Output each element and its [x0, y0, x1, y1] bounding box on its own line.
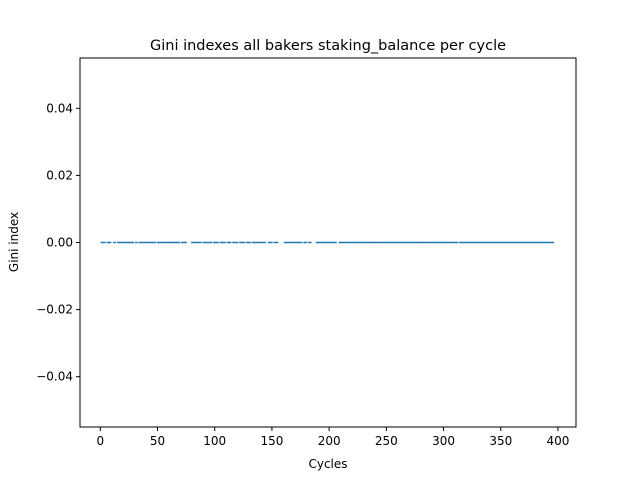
x-tick-label: 200 [318, 434, 341, 448]
x-tick-label: 300 [432, 434, 455, 448]
x-tick-label: 400 [547, 434, 570, 448]
x-tick-label: 100 [203, 434, 226, 448]
x-tick-label: 350 [489, 434, 512, 448]
y-tick-label: 0.04 [46, 101, 73, 115]
chart-title: Gini indexes all bakers staking_balance … [150, 38, 506, 54]
y-axis: −0.04 −0.02 0.00 0.02 0.04 [36, 101, 80, 384]
x-tick-label: 50 [150, 434, 165, 448]
x-tick-label: 250 [375, 434, 398, 448]
y-tick-label: 0.02 [46, 168, 73, 182]
y-axis-label: Gini index [7, 212, 21, 272]
y-tick-label: 0.00 [46, 236, 73, 250]
x-tick-label: 150 [260, 434, 283, 448]
x-tick-label: 0 [96, 434, 104, 448]
x-axis: 0 50 100 150 200 250 300 350 400 [96, 427, 569, 448]
y-tick-label: −0.02 [36, 303, 73, 317]
x-axis-label: Cycles [308, 457, 347, 471]
y-tick-label: −0.04 [36, 370, 73, 384]
